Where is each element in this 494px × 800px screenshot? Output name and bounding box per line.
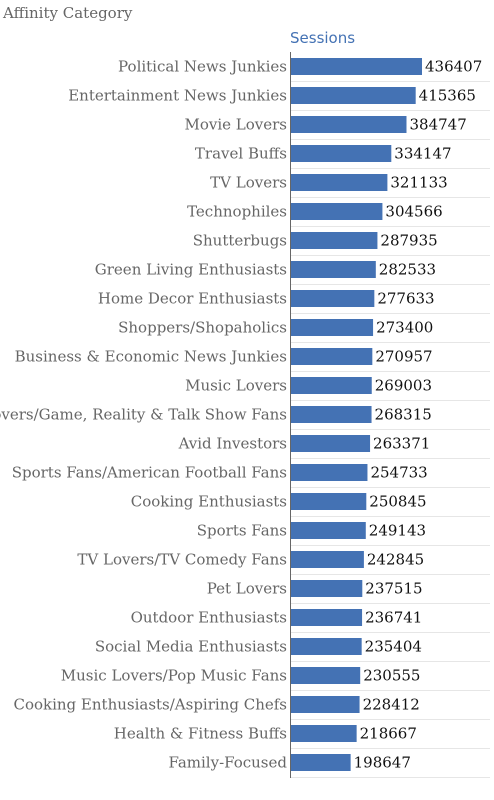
bar[interactable] (291, 696, 360, 713)
category-label[interactable]: Family-Focused (168, 754, 287, 772)
bar[interactable] (291, 464, 368, 481)
bar[interactable] (291, 435, 371, 452)
category-label[interactable]: Sports Fans (197, 522, 287, 540)
category-label[interactable]: Cooking Enthusiasts/Aspiring Chefs (13, 696, 287, 714)
value-label: 249143 (369, 522, 426, 540)
value-label: 250845 (369, 493, 426, 511)
value-label: 436407 (425, 58, 482, 76)
bar[interactable] (291, 203, 383, 220)
value-label: 236741 (365, 609, 422, 627)
category-label[interactable]: Pet Lovers (207, 580, 287, 598)
bar[interactable] (291, 87, 416, 104)
category-label[interactable]: Shutterbugs (193, 232, 287, 250)
category-label[interactable]: Music Lovers/Pop Music Fans (61, 667, 287, 685)
value-label: 268315 (375, 406, 432, 424)
value-label: 254733 (370, 464, 427, 482)
metric-title[interactable]: Sessions (290, 29, 355, 47)
category-label[interactable]: Social Media Enthusiasts (95, 638, 287, 656)
category-label[interactable]: Travel Buffs (195, 145, 287, 163)
bar[interactable] (291, 377, 372, 394)
category-label[interactable]: Entertainment News Junkies (68, 87, 287, 105)
value-label: 198647 (354, 754, 411, 772)
category-label[interactable]: Green Living Enthusiasts (95, 261, 287, 279)
bar[interactable] (291, 319, 374, 336)
bar[interactable] (291, 145, 392, 162)
value-label: 277633 (377, 290, 434, 308)
bar[interactable] (291, 116, 407, 133)
value-label: 242845 (367, 551, 424, 569)
bar[interactable] (291, 522, 366, 539)
category-label[interactable]: TV Lovers (210, 174, 287, 192)
value-label: 270957 (375, 348, 432, 366)
value-label: 287935 (380, 232, 437, 250)
category-label[interactable]: Home Decor Enthusiasts (98, 290, 287, 308)
bar[interactable] (291, 58, 422, 75)
value-label: 263371 (373, 435, 430, 453)
category-label[interactable]: Political News Junkies (118, 58, 287, 76)
value-label: 304566 (385, 203, 442, 221)
value-label: 415365 (419, 87, 476, 105)
category-label[interactable]: Cooking Enthusiasts (131, 493, 287, 511)
value-label: 273400 (376, 319, 433, 337)
value-label: 235404 (365, 638, 422, 656)
chart-rows (291, 81, 490, 778)
category-label[interactable]: Sports Fans/American Football Fans (12, 464, 287, 482)
category-label[interactable]: Technophiles (187, 203, 287, 221)
bar[interactable] (291, 261, 376, 278)
bar[interactable] (291, 725, 357, 742)
value-labels: 436407 415365 384747 334147 321133 304566 2879… (354, 58, 483, 772)
bars (291, 58, 422, 771)
dimension-title: Affinity Category (2, 4, 133, 22)
category-label[interactable]: TV Lovers/TV Comedy Fans (77, 551, 287, 569)
bar[interactable] (291, 580, 363, 597)
category-label[interactable]: TV Lovers/Game, Reality & Talk Show Fans (0, 406, 287, 424)
bar[interactable] (291, 493, 367, 510)
value-label: 269003 (375, 377, 432, 395)
value-label: 237515 (365, 580, 422, 598)
value-label: 230555 (363, 667, 420, 685)
category-label[interactable]: Music Lovers (185, 377, 287, 395)
category-label[interactable]: Avid Investors (178, 435, 287, 453)
category-label[interactable]: Outdoor Enthusiasts (131, 609, 287, 627)
value-label: 218667 (360, 725, 417, 743)
category-label[interactable]: Shoppers/Shopaholics (118, 319, 287, 337)
bar[interactable] (291, 174, 388, 191)
bar[interactable] (291, 232, 378, 249)
value-label: 321133 (390, 174, 447, 192)
value-label: 282533 (379, 261, 436, 279)
bar[interactable] (291, 609, 363, 626)
bar[interactable] (291, 406, 372, 423)
value-label: 228412 (363, 696, 420, 714)
category-label[interactable]: Movie Lovers (184, 116, 287, 134)
category-label[interactable]: Health & Fitness Buffs (114, 725, 287, 743)
category-label[interactable]: Business & Economic News Junkies (15, 348, 287, 366)
bar[interactable] (291, 667, 361, 684)
bar[interactable] (291, 638, 362, 655)
bar[interactable] (291, 551, 364, 568)
category-labels: Political News Junkies Entertainment News… (0, 58, 287, 772)
bar[interactable] (291, 290, 375, 307)
bar[interactable] (291, 348, 373, 365)
value-label: 384747 (409, 116, 466, 134)
value-label: 334147 (394, 145, 451, 163)
bar[interactable] (291, 754, 351, 771)
